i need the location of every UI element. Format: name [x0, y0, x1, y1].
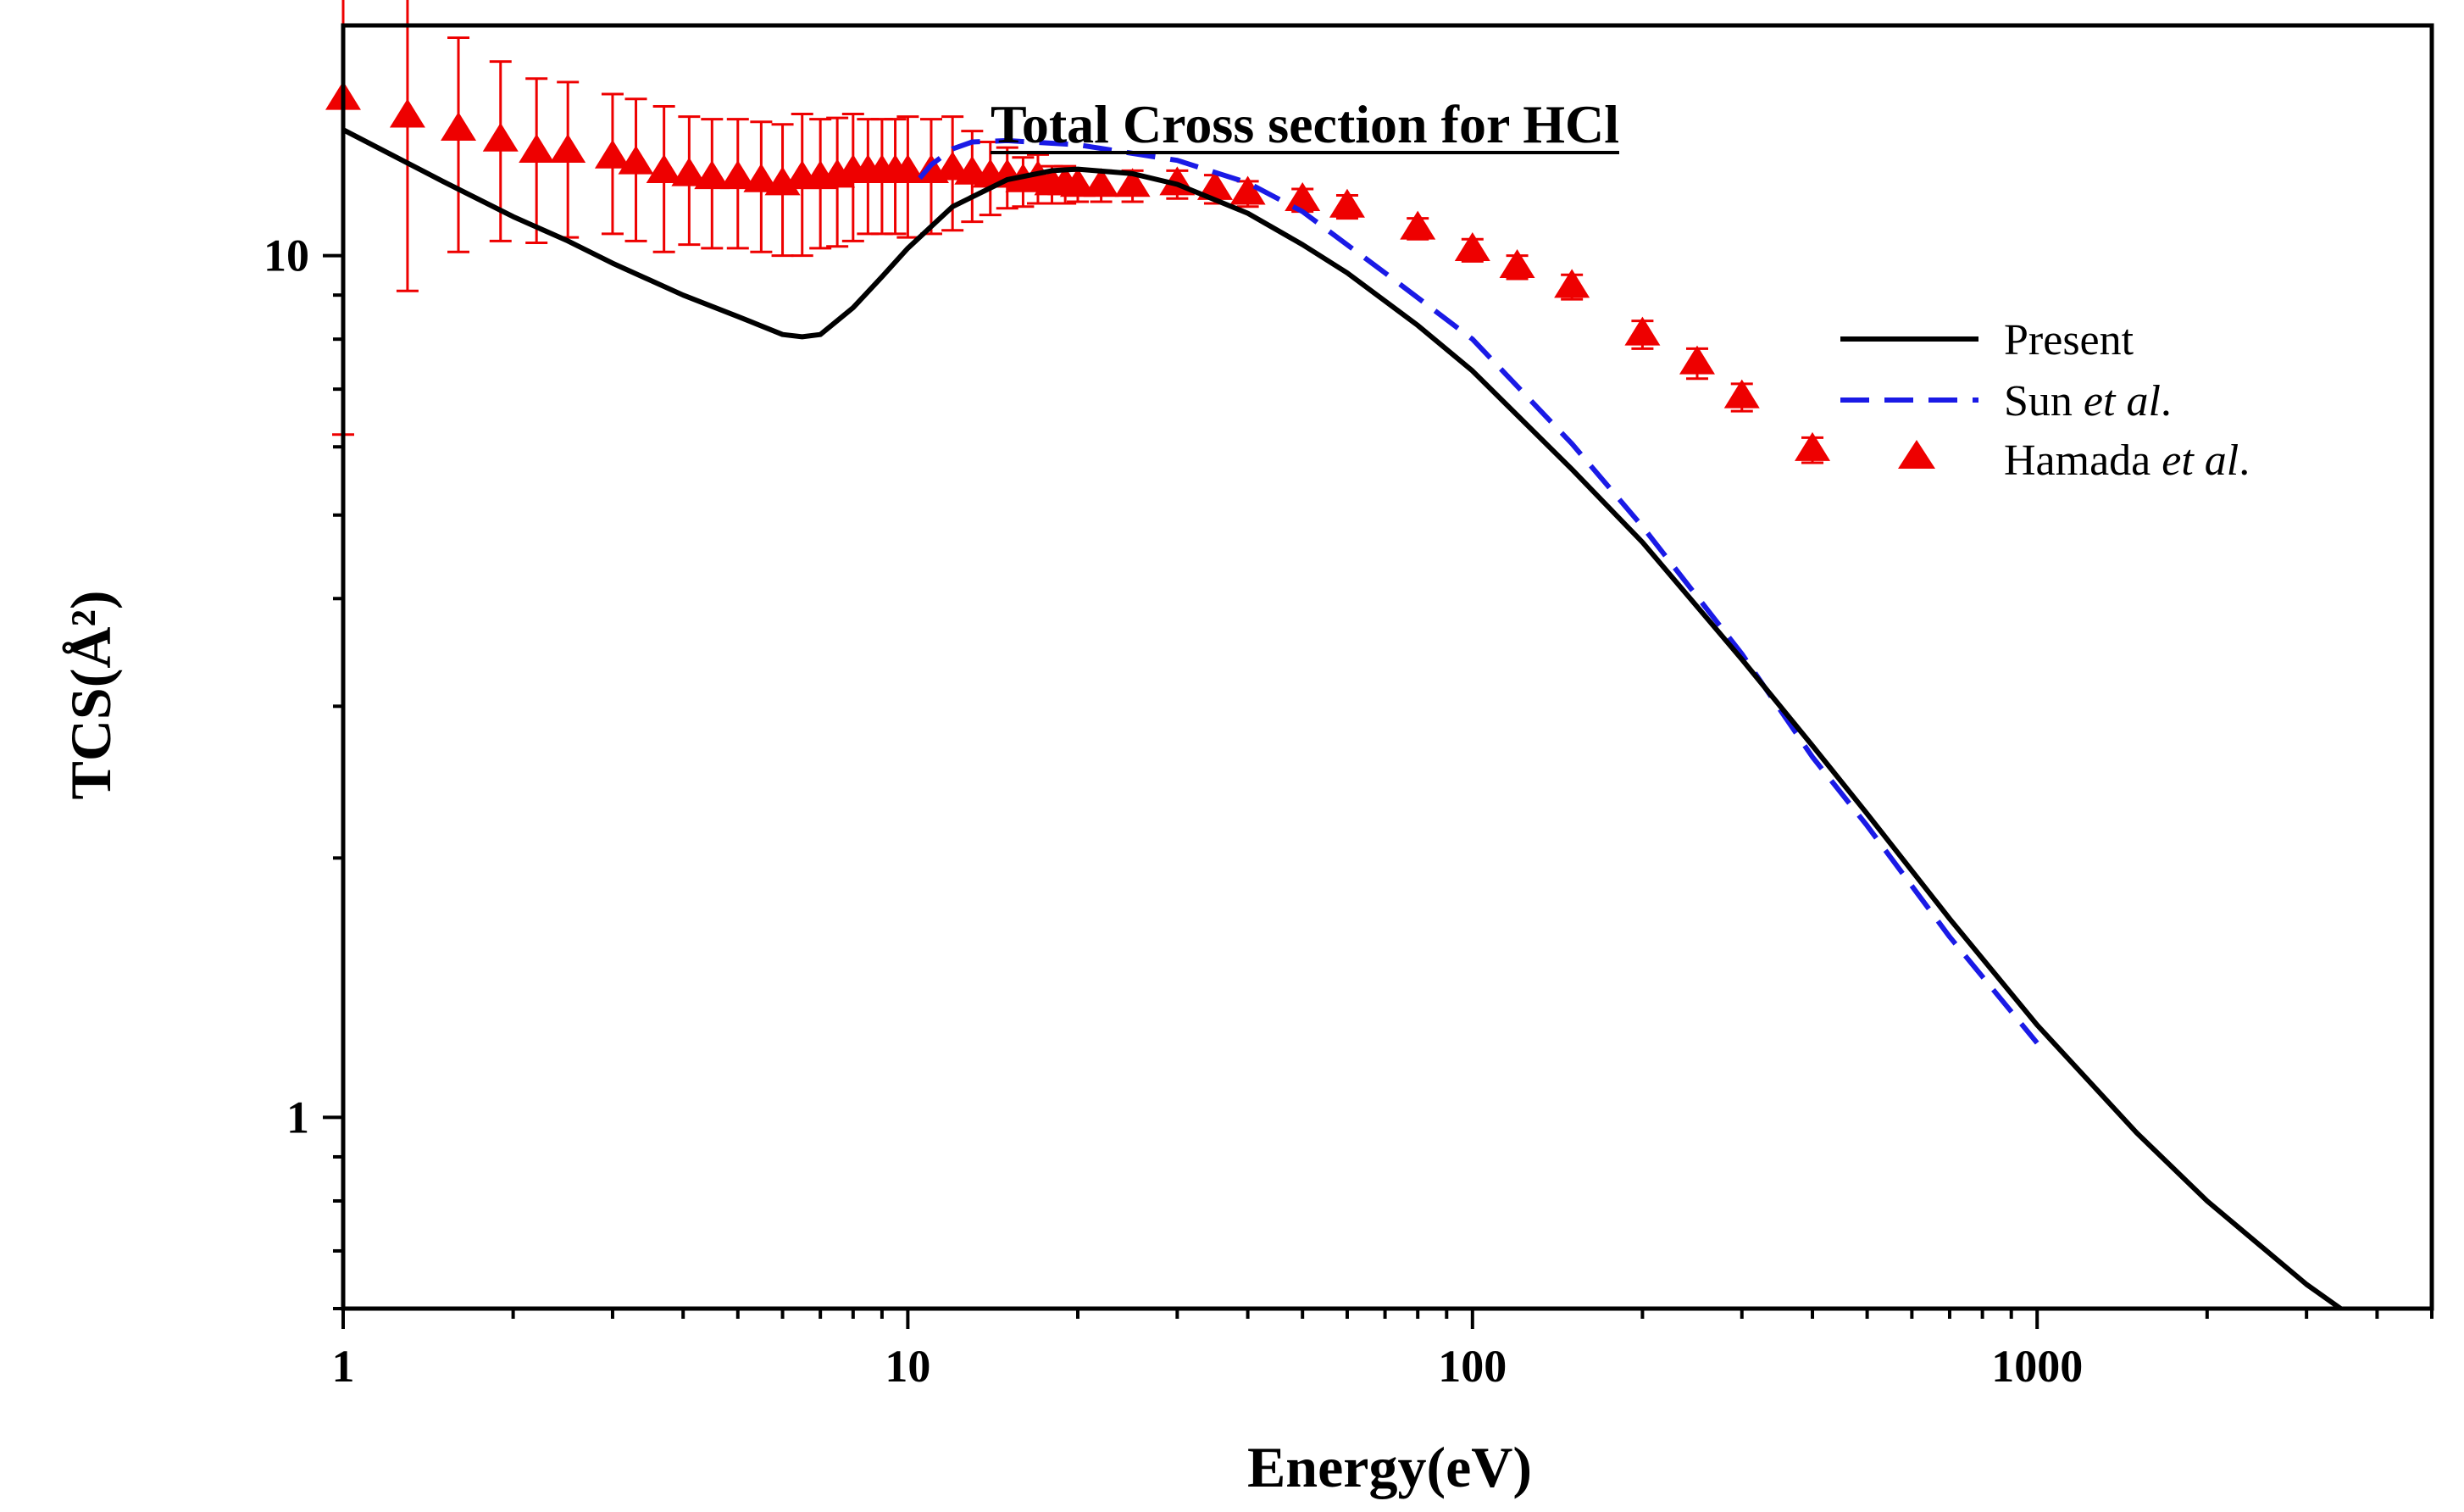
hamada-point — [743, 163, 780, 192]
hamada-point — [1454, 231, 1490, 261]
hamada-point — [1285, 182, 1321, 212]
hamada-point — [482, 122, 519, 152]
y-tick-label: 1 — [286, 1092, 309, 1142]
x-tick-label: 100 — [1438, 1341, 1507, 1392]
legend-sun-label: Sun et al. — [2004, 377, 2172, 425]
hamada-point — [1499, 249, 1535, 279]
hamada-point — [719, 160, 756, 190]
axis-ticks: 1 10 100 1000 1 10 — [264, 231, 2433, 1392]
x-tick-label: 1000 — [1991, 1341, 2083, 1392]
hamada-point — [594, 139, 630, 169]
hamada-point — [550, 133, 586, 163]
plot-frame — [341, 23, 2434, 1311]
hamada-point — [694, 160, 730, 190]
hamada-point — [890, 154, 926, 184]
hamada-point — [1679, 345, 1715, 375]
hamada-point — [519, 133, 555, 163]
hamada-point — [1723, 379, 1760, 409]
hamada-point — [1196, 170, 1233, 200]
hamada-point — [1083, 168, 1119, 197]
series-sun-line — [918, 137, 2039, 1045]
series-layer — [325, 0, 2345, 1309]
legend-present-label: Present — [2004, 316, 2134, 364]
hamada-point — [1229, 175, 1266, 205]
hamada-point — [1060, 168, 1096, 197]
hamada-point — [1114, 168, 1151, 197]
hamada-point — [441, 111, 477, 141]
hamada-point — [1624, 316, 1661, 346]
y-axis-label: TCS(Å²) — [58, 590, 123, 799]
x-axis-label: Energy(eV) — [1247, 1435, 1532, 1499]
series-present-line — [343, 127, 2345, 1309]
hamada-point — [1554, 269, 1590, 298]
y-tick-label: 10 — [264, 231, 309, 281]
hamada-point — [618, 145, 654, 175]
hamada-point — [1795, 431, 1831, 461]
hamada-point — [671, 157, 708, 186]
x-tick-label: 10 — [885, 1341, 930, 1392]
x-tick-label: 1 — [332, 1341, 355, 1392]
chart-title: Total Cross section for HCl — [991, 94, 1619, 154]
hamada-point — [1400, 210, 1436, 240]
hamada-point — [646, 154, 682, 184]
legend-hamada-label: Hamada et al. — [2004, 436, 2250, 485]
hamada-point — [935, 151, 971, 181]
legend: Present Sun et al. Hamada et al. — [1840, 316, 2250, 485]
hamada-point — [1329, 188, 1365, 218]
legend-hamada-marker — [1898, 440, 1935, 469]
hamada-point — [389, 98, 425, 128]
